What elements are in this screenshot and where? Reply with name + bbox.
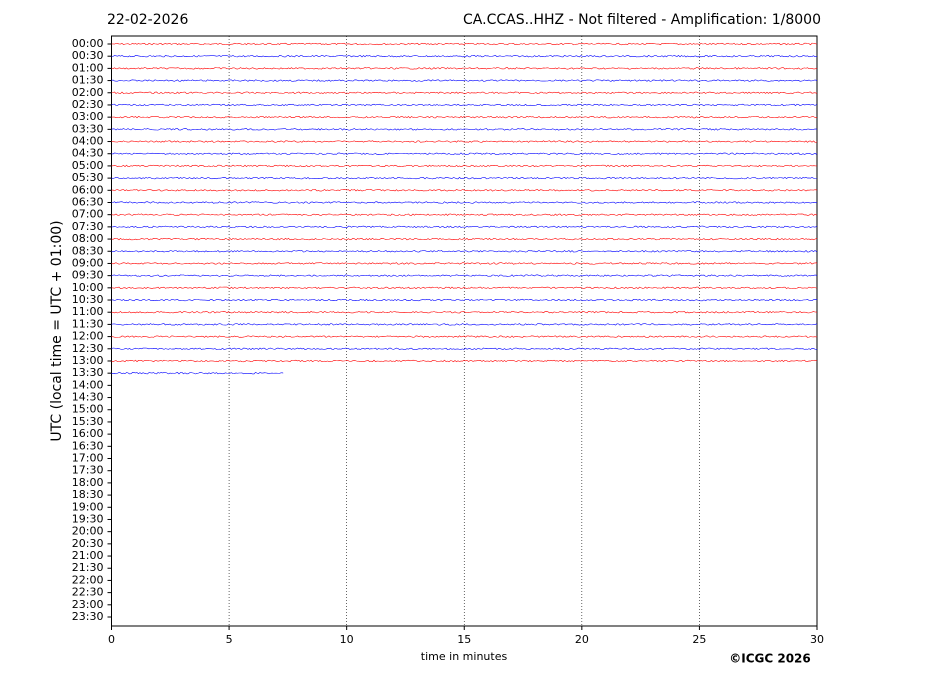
trace (111, 176, 818, 180)
x-tick-label: 15 (457, 633, 471, 646)
y-tick-label: 22:30 (72, 586, 104, 599)
trace (111, 189, 818, 192)
y-tick-label: 10:00 (72, 281, 104, 294)
y-tick-label: 07:00 (72, 208, 104, 221)
trace (111, 359, 818, 363)
y-tick-label: 03:00 (72, 110, 104, 123)
y-tick-label: 15:00 (72, 403, 104, 416)
y-tick-label: 11:00 (72, 305, 104, 318)
copyright: ©ICGC 2026 (729, 652, 811, 666)
y-tick-label: 13:30 (72, 366, 104, 379)
y-tick-label: 14:00 (72, 378, 104, 391)
trace (111, 335, 818, 338)
y-tick-label: 21:00 (72, 549, 104, 562)
y-tick-label: 17:00 (72, 452, 104, 465)
y-tick-label: 07:30 (72, 220, 104, 233)
trace (111, 164, 818, 168)
chart-subtitle: CA.CCAS..HHZ - Not filtered - Amplificat… (463, 12, 821, 28)
trace (111, 115, 818, 119)
x-tick-label: 5 (226, 633, 233, 646)
trace (111, 237, 818, 241)
trace (111, 67, 818, 70)
y-tick-label: 04:30 (72, 147, 104, 160)
y-tick-label: 11:30 (72, 317, 104, 330)
y-tick-label: 06:00 (72, 183, 104, 196)
trace (111, 201, 818, 204)
trace (111, 372, 284, 375)
trace (111, 250, 818, 253)
x-axis-label: time in minutes (421, 650, 508, 663)
trace (111, 262, 818, 265)
y-tick-label: 16:30 (72, 439, 104, 452)
y-tick-label: 03:30 (72, 122, 104, 135)
y-tick-label: 00:30 (72, 49, 104, 62)
y-tick-label: 20:00 (72, 525, 104, 538)
y-tick-label: 12:30 (72, 342, 104, 355)
y-tick-label: 09:00 (72, 256, 104, 269)
y-tick-label: 12:00 (72, 330, 104, 343)
y-tick-label: 14:30 (72, 391, 104, 404)
y-tick-label: 17:30 (72, 464, 104, 477)
y-tick-label: 18:30 (72, 488, 104, 501)
y-tick-label: 23:30 (72, 610, 104, 623)
y-tick-label: 01:00 (72, 61, 104, 74)
chart-title: 22-02-2026 (107, 12, 188, 28)
trace (111, 140, 818, 143)
trace (111, 311, 818, 314)
y-tick-label: 15:30 (72, 415, 104, 428)
y-tick-label: 13:00 (72, 354, 104, 367)
trace (111, 152, 818, 155)
trace (111, 91, 818, 94)
y-tick-label: 01:30 (72, 74, 104, 87)
trace (111, 213, 818, 216)
x-tick-label: 20 (575, 633, 589, 646)
y-tick-label: 09:30 (72, 269, 104, 282)
trace (111, 274, 818, 277)
x-tick-label: 10 (340, 633, 354, 646)
y-tick-label: 16:00 (72, 427, 104, 440)
y-tick-label: 21:30 (72, 561, 104, 574)
y-tick-label: 05:00 (72, 159, 104, 172)
trace (111, 79, 818, 82)
trace (111, 286, 818, 290)
trace (111, 225, 818, 229)
trace (111, 42, 818, 46)
y-tick-label: 06:30 (72, 195, 104, 208)
y-tick-label: 05:30 (72, 171, 104, 184)
y-tick-label: 04:00 (72, 135, 104, 148)
y-tick-label: 10:30 (72, 293, 104, 306)
x-tick-label: 25 (692, 633, 706, 646)
y-tick-label: 08:30 (72, 244, 104, 257)
x-tick-label: 0 (108, 633, 115, 646)
trace (111, 55, 818, 58)
y-tick-label: 02:30 (72, 98, 104, 111)
y-tick-label: 18:00 (72, 476, 104, 489)
y-tick-label: 23:00 (72, 598, 104, 611)
y-tick-label: 00:00 (72, 37, 104, 50)
trace (111, 298, 818, 302)
trace (111, 103, 818, 107)
y-tick-label: 22:00 (72, 573, 104, 586)
trace (111, 128, 818, 131)
y-tick-label: 08:00 (72, 232, 104, 245)
x-tick-label: 30 (810, 633, 824, 646)
y-tick-label: 02:00 (72, 86, 104, 99)
trace (111, 347, 818, 350)
trace (111, 323, 818, 326)
y-tick-label: 20:30 (72, 537, 104, 550)
y-tick-label: 19:00 (72, 500, 104, 513)
y-axis-label: UTC (local time = UTC + 01:00) (49, 220, 65, 441)
y-tick-label: 19:30 (72, 512, 104, 525)
